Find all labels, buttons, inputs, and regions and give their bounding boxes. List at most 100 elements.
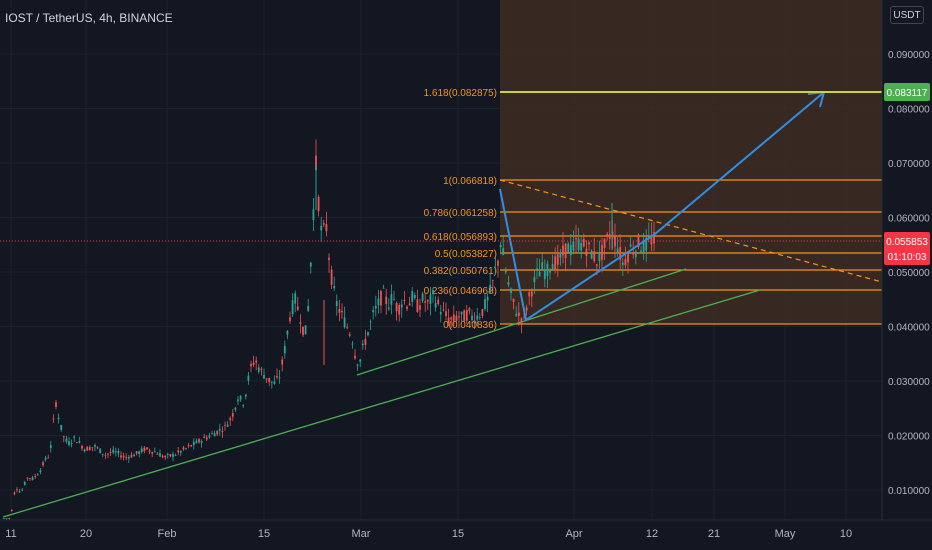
candle-body — [229, 418, 232, 421]
candle-body — [559, 252, 562, 258]
candle-body — [372, 310, 375, 313]
candle-body — [598, 251, 601, 262]
candle-body — [541, 262, 544, 271]
candle-body — [551, 264, 554, 270]
candle-body — [138, 451, 141, 455]
y-tick-label: 0.030000 — [888, 377, 930, 388]
time-axis[interactable]: 11 20 Feb 15 Mar 15 Apr 12 21 May 10 — [0, 519, 932, 550]
x-tick-label: May — [775, 528, 796, 540]
candle-body — [39, 470, 42, 473]
candle-body — [374, 305, 377, 309]
candle-body — [3, 518, 5, 520]
fib-level-label: 0.236(0.046968) — [424, 286, 497, 297]
candle-body — [593, 250, 596, 261]
y-tick-label: 0.060000 — [888, 214, 930, 225]
candle-body — [486, 296, 489, 301]
fib-level-label: 1(0.066818) — [443, 176, 497, 187]
candle-body — [31, 477, 34, 480]
candle-body — [273, 381, 276, 385]
candle-body — [60, 424, 63, 430]
candle-body — [491, 280, 494, 282]
candle-body — [101, 453, 104, 455]
currency-button[interactable]: USDT — [890, 6, 924, 24]
candle-body — [343, 317, 346, 328]
candle-body — [169, 454, 172, 457]
candle-body — [406, 306, 408, 310]
candle-body — [146, 447, 148, 450]
candle-body — [151, 452, 154, 454]
x-tick-label: 21 — [708, 528, 720, 540]
price-axis[interactable]: 0.090000 0.080000 0.070000 0.060000 0.050000… — [881, 0, 932, 550]
candle-body — [335, 300, 338, 307]
candle-body — [177, 450, 180, 453]
candle-body — [203, 436, 206, 438]
candle-body — [122, 455, 125, 458]
candle-body — [497, 260, 499, 266]
candle-body — [478, 317, 481, 318]
candle-body — [419, 305, 421, 310]
candle-body — [226, 424, 229, 427]
candle-body — [281, 359, 284, 365]
candle-body — [354, 355, 356, 359]
candle-body — [99, 448, 102, 454]
candle-body — [325, 223, 328, 232]
candle-body — [606, 234, 609, 237]
y-tick-label: 0.070000 — [888, 159, 930, 170]
candle-body — [499, 244, 502, 248]
candle-body — [166, 454, 169, 455]
candle-body — [517, 312, 520, 316]
candle-body — [104, 454, 107, 456]
candle-body — [133, 454, 135, 457]
y-tick-label: 0.050000 — [888, 268, 930, 279]
candle-body — [533, 276, 536, 283]
candle-body — [276, 375, 278, 378]
candle-body — [585, 248, 588, 256]
x-tick-label: 11 — [5, 528, 16, 540]
candle-body — [304, 325, 307, 335]
candle-body — [546, 263, 549, 277]
candle-body — [231, 413, 234, 417]
candle-body — [629, 244, 632, 247]
projection-path — [499, 188, 656, 322]
candle-body — [239, 395, 242, 400]
candle-body — [439, 312, 442, 315]
candle-body — [221, 431, 224, 433]
candle-body — [458, 316, 460, 318]
candle-body — [135, 451, 138, 454]
candle-body — [645, 237, 648, 251]
candle-body — [624, 258, 627, 266]
x-tick-label: 20 — [80, 528, 92, 540]
candle-body — [153, 451, 156, 453]
candle-body — [520, 318, 523, 324]
candle-body — [86, 446, 89, 451]
candle-body — [237, 399, 239, 402]
price-badges: 0.083117 0.055853 01:10:03 — [884, 83, 930, 265]
candle-body — [283, 345, 286, 354]
candle-body — [83, 449, 86, 452]
x-tick-label: 12 — [646, 528, 658, 540]
candle-body — [278, 377, 281, 379]
candle-body — [286, 330, 289, 335]
candle-body — [10, 509, 13, 512]
candle-body — [198, 439, 200, 443]
x-tick-label: 15 — [452, 528, 464, 540]
candle-body — [156, 453, 159, 455]
candle-body — [68, 441, 70, 446]
candle-body — [637, 234, 640, 248]
candle-body — [471, 315, 473, 321]
candle-body — [510, 288, 512, 294]
candle-body — [130, 454, 133, 458]
candle-body — [148, 450, 151, 452]
candle-body — [512, 298, 515, 303]
candle-body — [361, 343, 364, 346]
candle-body — [257, 367, 260, 372]
candle-body — [244, 394, 247, 397]
candle-body — [359, 359, 362, 362]
candle-body — [47, 457, 50, 459]
candle-body — [484, 299, 486, 310]
candle-body — [642, 240, 645, 253]
candle-body — [159, 453, 161, 457]
y-tick-label: 0.010000 — [888, 486, 930, 497]
candle-body — [507, 282, 510, 285]
